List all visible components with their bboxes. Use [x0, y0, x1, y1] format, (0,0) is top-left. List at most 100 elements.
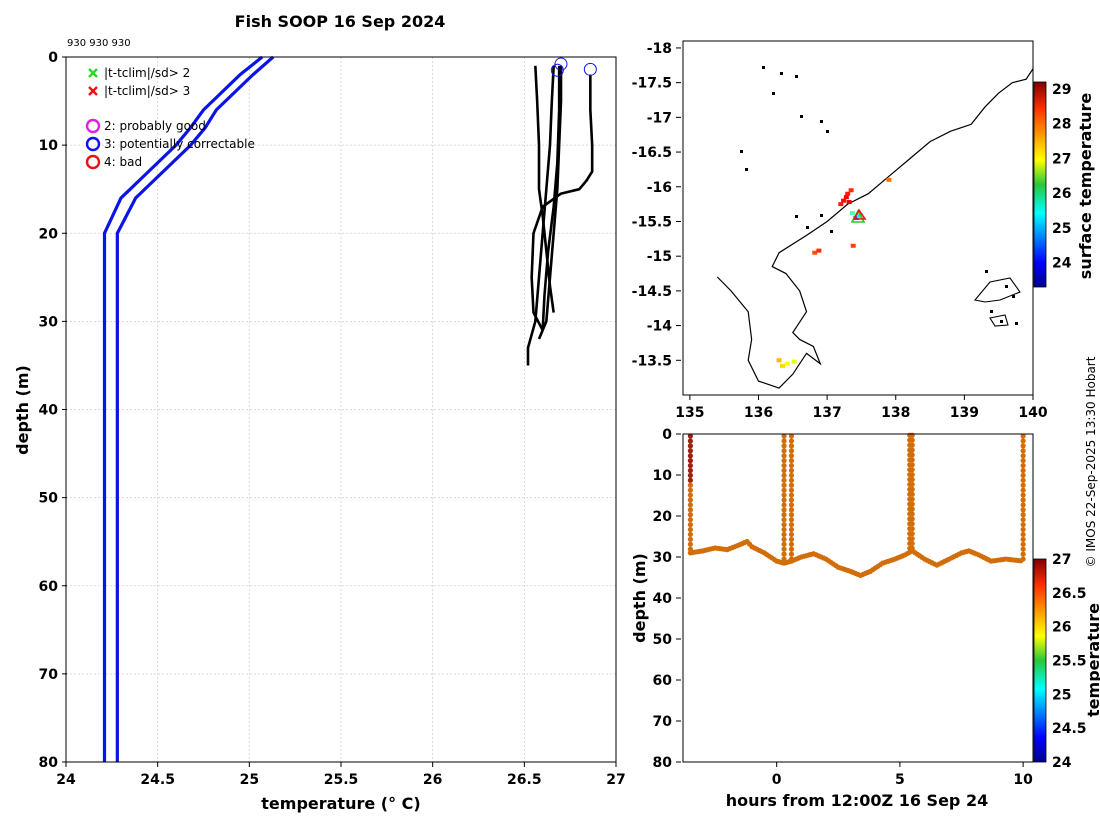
ts-colorbar-tick-label: 24: [1052, 755, 1072, 771]
cast-point: [687, 482, 693, 488]
cast-point: [687, 462, 693, 469]
map-point: [780, 363, 786, 368]
ts-x-tick-label: 0: [772, 772, 782, 788]
cast-point: [909, 467, 915, 473]
cast-point: [781, 517, 787, 523]
map-panel: 135 136 137 138 139 140 -13.5 -14 -14.5 -15 -15.5…: [632, 40, 1095, 421]
cast-point: [788, 482, 795, 488]
cast-point: [687, 433, 693, 439]
cast-point: [687, 502, 693, 508]
map-colorbar-tick-label: 26: [1052, 186, 1071, 202]
map-y-ticks: -13.5 -14 -14.5 -15 -15.5 -16 -16.5 -17 -17.5 -18: [632, 41, 681, 369]
cast-point: [1020, 526, 1026, 533]
cast-point: [909, 535, 915, 542]
cast-point: [781, 487, 787, 493]
timeseries-panel: 0 5 10 0 10 20 30 40 50 60 70 80 hours from 12:00Z…: [630, 427, 1100, 810]
temperature-profile-line: [526, 65, 555, 366]
profile-x-tick-label: 26.5: [507, 772, 542, 788]
cast-point: [1020, 522, 1026, 528]
map-colorbar-tick-label: 25: [1052, 221, 1071, 237]
map-x-tick-label: 135: [675, 405, 704, 421]
island-dot: [780, 72, 783, 75]
cast-point: [781, 522, 787, 528]
location-triangle-red: [852, 208, 867, 220]
legend-label: |t-tclim|/sd> 2: [104, 66, 190, 80]
cast-point: [909, 526, 915, 532]
cast-point: [909, 432, 915, 438]
cast-point: [909, 511, 915, 517]
legend-circle-marker: [85, 118, 101, 134]
cast-point: [687, 517, 693, 523]
island-dot: [772, 92, 775, 95]
cast-point: [1020, 433, 1026, 439]
timeseries-x-ticks: 0 5 10: [772, 762, 1033, 788]
cast-point: [1020, 458, 1026, 464]
map-point: [850, 211, 856, 216]
cast-point: [788, 433, 795, 439]
island-dot: [826, 130, 829, 133]
legend-circle-marker: [85, 154, 101, 170]
cast-point: [687, 477, 693, 483]
cast-point: [687, 541, 693, 547]
cast-point: [781, 438, 787, 444]
cast-point: [1020, 512, 1026, 518]
legend-label: 3: potentially correctable: [104, 137, 255, 151]
profile-x-tick-label: 24.5: [140, 772, 175, 788]
cast-point: [788, 531, 795, 538]
map-y-tick-label: -13.5: [632, 353, 672, 369]
map-point: [838, 202, 844, 207]
island-dot: [830, 230, 833, 233]
timeseries-colorbar: [1033, 558, 1047, 763]
profile-y-tick-label: 10: [39, 138, 59, 154]
timeseries-colorbar-label: temperature: [1084, 603, 1100, 717]
cast-point: [687, 443, 693, 449]
cast-point: [909, 545, 915, 551]
cast-point: [788, 467, 795, 474]
map-y-tick-label: -18: [647, 41, 672, 57]
timeseries-y-ticks: 0 10 20 30 40 50 60 70 80: [653, 427, 681, 771]
cast-point: [687, 487, 693, 493]
cast-point: [781, 502, 787, 508]
profile-header-note: 930 930 930: [67, 38, 131, 49]
island-dot: [820, 120, 823, 123]
cast-point: [1020, 546, 1026, 552]
cast-point: [788, 522, 795, 528]
cast-point: [781, 477, 787, 483]
ts-y-tick-label: 70: [653, 714, 673, 730]
island-outline: [973, 277, 1021, 303]
ts-colorbar-tick-label: 25: [1052, 687, 1071, 703]
map-point: [776, 358, 782, 363]
map-x-tick-label: 137: [813, 405, 842, 421]
cast-point: [687, 546, 693, 552]
cast-point: [781, 443, 787, 449]
map-points: [776, 177, 892, 368]
cast-point: [1020, 497, 1026, 503]
ts-y-tick-label: 40: [653, 591, 673, 607]
cast-point: [1020, 531, 1026, 538]
temperature-profile-line: [541, 65, 561, 331]
legend-x-marker: [88, 86, 98, 96]
ts-x-tick-label: 10: [1013, 772, 1033, 788]
cast-point: [788, 551, 795, 557]
map-point: [784, 361, 790, 366]
ts-y-tick-label: 20: [653, 509, 673, 525]
timeseries-axes-frame: [682, 433, 1034, 763]
cast-point: [788, 502, 795, 508]
cast-point: [909, 491, 915, 497]
cast-point: [1020, 467, 1026, 474]
profile-x-tick-label: 27: [606, 772, 625, 788]
cast-point: [1020, 453, 1026, 459]
profile-x-tick-label: 24: [56, 772, 76, 788]
cast-point: [909, 447, 915, 453]
cast-point: [781, 526, 787, 533]
cast-point: [687, 522, 693, 528]
map-point: [816, 248, 822, 253]
cast-location-marker: [850, 208, 867, 223]
profile-x-tick-label: 26: [423, 772, 442, 788]
flag-circle: [554, 57, 568, 71]
cast-point: [909, 437, 915, 443]
profile-y-tick-label: 40: [39, 403, 59, 419]
cast-point: [909, 462, 915, 468]
cast-point: [781, 551, 787, 557]
cast-point: [1020, 487, 1026, 493]
